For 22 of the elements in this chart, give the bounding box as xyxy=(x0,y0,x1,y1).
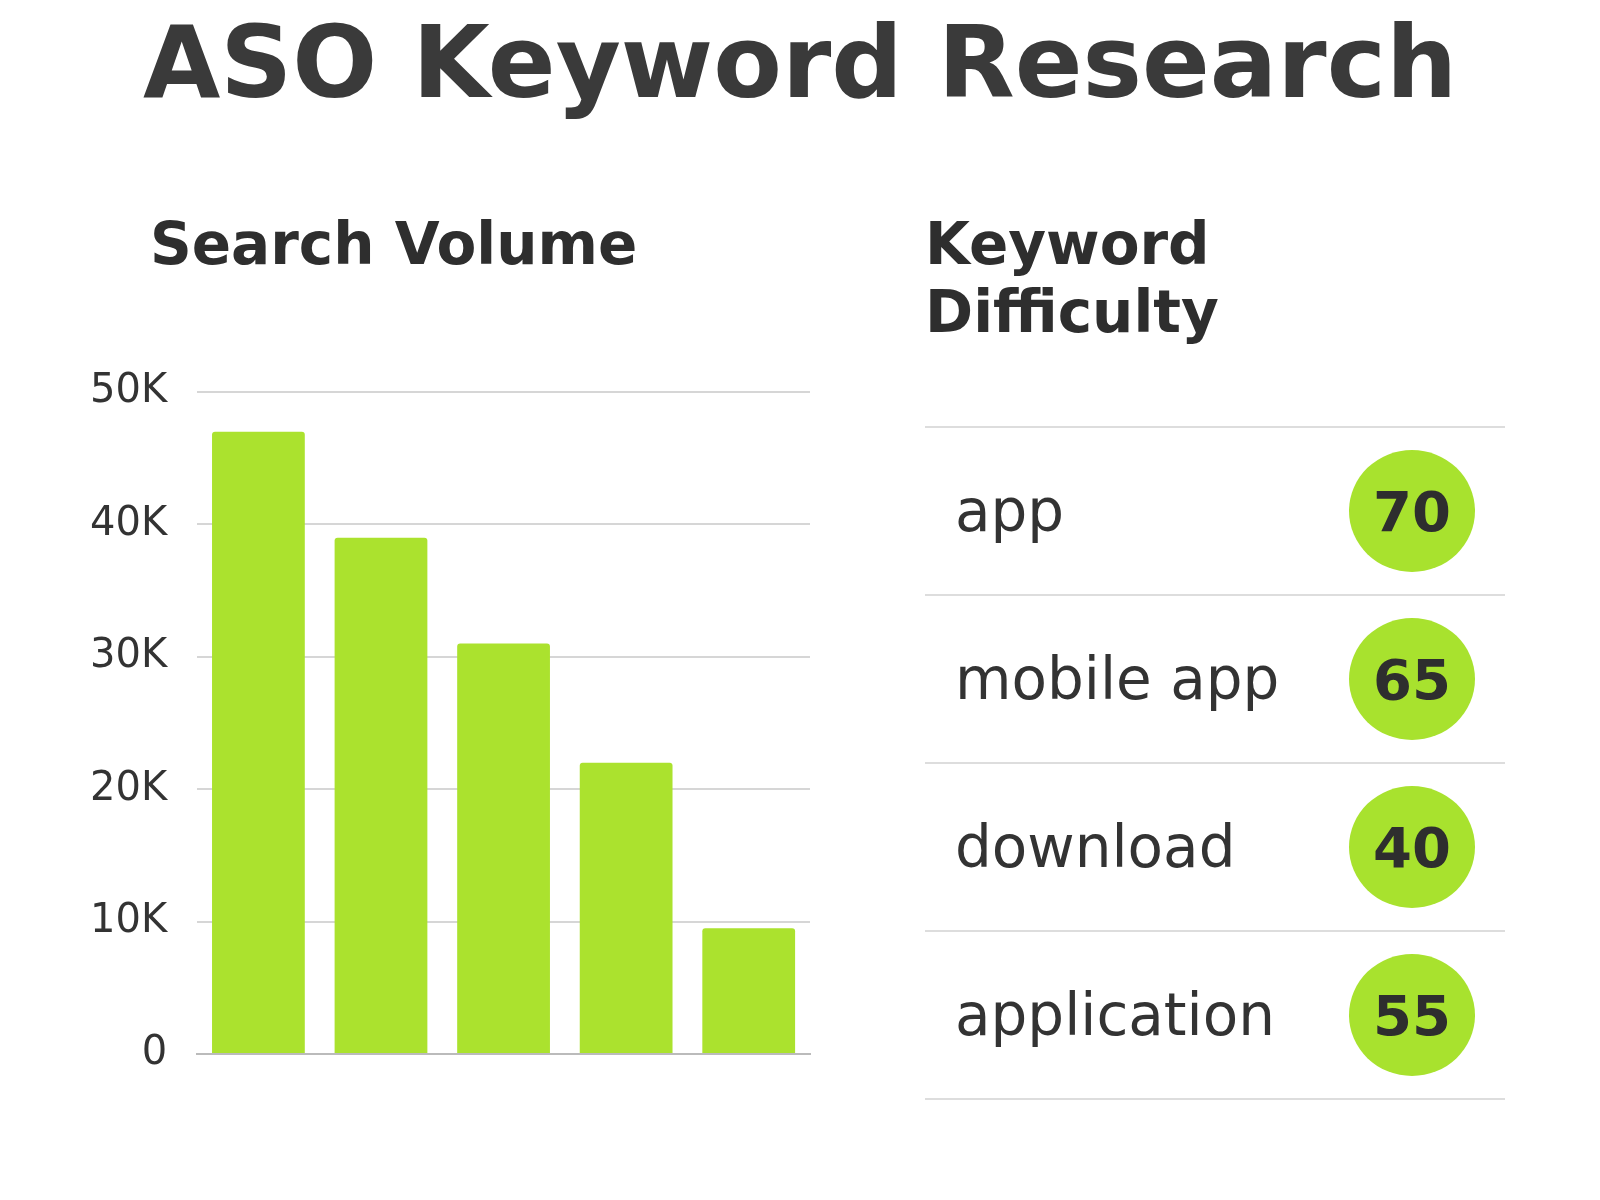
category-label: mobile app xyxy=(955,645,1280,713)
category-label: application xyxy=(955,981,1275,1049)
y-tick-label: 10K xyxy=(89,894,169,941)
chart-title: ASO Keyword Research xyxy=(141,3,1459,123)
y-tick-label: 0 xyxy=(141,1027,168,1074)
bar xyxy=(579,762,673,1053)
data-label: 70 xyxy=(1349,450,1475,572)
data-label: 55 xyxy=(1349,954,1475,1076)
chart-subtitle: Search Volume xyxy=(150,210,639,278)
data-label: 40 xyxy=(1349,786,1475,908)
bar xyxy=(457,643,550,1053)
bar xyxy=(212,431,305,1053)
bar xyxy=(334,537,428,1053)
category-label: app xyxy=(955,477,1065,545)
bar xyxy=(702,928,796,1053)
text: Keyword Difficulty xyxy=(925,210,1220,346)
y-tick-label: 50K xyxy=(89,365,169,412)
y-tick-label: 30K xyxy=(89,630,169,677)
data-label: 65 xyxy=(1349,618,1475,740)
y-tick-label: 20K xyxy=(89,762,169,809)
y-tick-label: 40K xyxy=(89,497,169,544)
category-label: download xyxy=(955,813,1236,881)
